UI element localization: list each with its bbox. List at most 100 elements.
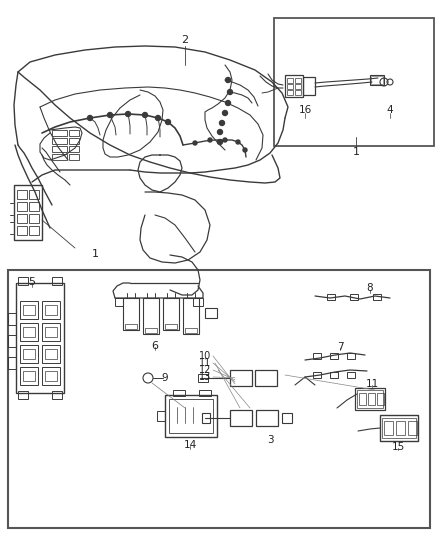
Bar	[173, 390, 185, 396]
Bar	[115, 298, 123, 306]
Bar	[29, 202, 39, 211]
Bar	[17, 214, 27, 223]
Bar	[327, 294, 335, 300]
Circle shape	[218, 140, 223, 144]
Bar	[169, 399, 213, 433]
Bar	[384, 421, 393, 435]
Bar	[285, 75, 303, 97]
Bar	[45, 371, 57, 381]
Bar	[295, 78, 301, 83]
Bar	[8, 270, 430, 528]
Text: 11: 11	[199, 358, 211, 368]
Bar	[16, 283, 64, 393]
Bar	[230, 410, 252, 426]
Text: 16: 16	[298, 105, 311, 115]
Bar	[17, 226, 27, 235]
Circle shape	[218, 130, 223, 134]
Bar	[17, 190, 27, 199]
Circle shape	[236, 140, 240, 144]
Bar	[42, 345, 60, 363]
Bar	[295, 90, 301, 95]
Bar	[359, 393, 366, 405]
Bar	[396, 421, 405, 435]
Bar	[23, 327, 35, 337]
Bar	[8, 335, 16, 347]
Text: 6: 6	[152, 341, 159, 351]
Circle shape	[227, 90, 233, 94]
Bar	[370, 75, 384, 85]
Bar	[287, 84, 293, 89]
Bar	[45, 349, 57, 359]
Bar	[69, 154, 79, 160]
Bar	[347, 353, 355, 359]
Bar	[23, 349, 35, 359]
Bar	[357, 390, 383, 408]
Text: 14: 14	[184, 440, 197, 450]
Bar	[287, 78, 293, 83]
Bar	[18, 277, 28, 285]
Text: 8: 8	[367, 283, 373, 293]
Circle shape	[223, 110, 227, 116]
Bar	[368, 393, 375, 405]
Text: 15: 15	[392, 442, 405, 452]
Bar	[408, 421, 417, 435]
Bar	[380, 415, 418, 441]
Bar	[313, 372, 321, 378]
Text: 12: 12	[199, 365, 211, 375]
Bar	[14, 185, 42, 240]
Bar	[20, 301, 38, 319]
Bar	[20, 367, 38, 385]
Bar	[23, 371, 35, 381]
Bar	[185, 328, 197, 333]
Bar	[69, 146, 79, 152]
Circle shape	[226, 77, 230, 83]
Bar	[42, 323, 60, 341]
Bar	[287, 90, 293, 95]
Bar	[183, 298, 199, 334]
Bar	[256, 410, 278, 426]
Circle shape	[219, 120, 225, 125]
Bar	[350, 294, 358, 300]
Bar	[52, 146, 67, 152]
Bar	[347, 372, 355, 378]
Bar	[371, 76, 383, 84]
Bar	[143, 298, 159, 334]
Bar	[125, 324, 137, 329]
Bar	[193, 298, 203, 306]
Circle shape	[223, 138, 227, 142]
Text: 3: 3	[267, 435, 273, 445]
Bar	[165, 324, 177, 329]
Bar	[29, 190, 39, 199]
Bar	[42, 367, 60, 385]
Circle shape	[208, 138, 212, 142]
Bar	[29, 226, 39, 235]
Bar	[373, 294, 381, 300]
Bar	[23, 305, 35, 315]
Text: 1: 1	[92, 249, 99, 259]
Bar	[52, 277, 62, 285]
Bar	[355, 388, 385, 410]
Circle shape	[193, 141, 197, 145]
Bar	[20, 323, 38, 341]
Circle shape	[107, 112, 113, 117]
Bar	[52, 130, 67, 136]
Bar	[303, 77, 315, 95]
Bar	[282, 413, 292, 423]
Bar	[205, 308, 217, 318]
Circle shape	[226, 101, 230, 106]
Text: 2: 2	[181, 35, 189, 45]
Bar	[382, 418, 416, 438]
Bar	[295, 84, 301, 89]
Bar	[8, 357, 16, 369]
Bar	[45, 305, 57, 315]
Circle shape	[166, 119, 170, 125]
Circle shape	[243, 148, 247, 152]
Text: 7: 7	[337, 342, 343, 352]
Bar	[163, 298, 179, 330]
Circle shape	[155, 116, 160, 120]
Bar	[230, 370, 252, 386]
Bar	[69, 138, 79, 144]
Bar	[274, 18, 434, 146]
Bar	[52, 391, 62, 399]
Bar	[199, 390, 211, 396]
